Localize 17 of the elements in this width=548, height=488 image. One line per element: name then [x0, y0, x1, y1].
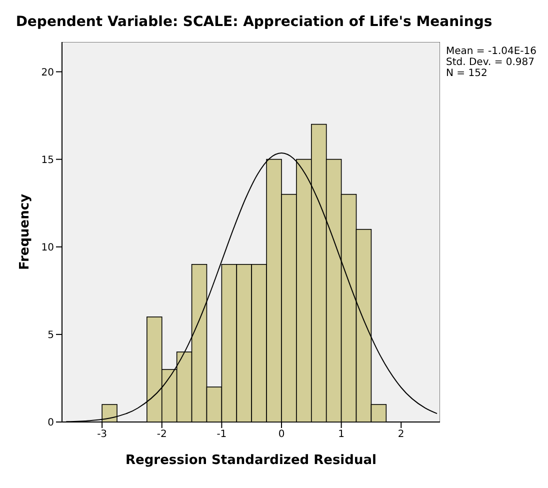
- x-tick-label: 2: [398, 429, 404, 440]
- text: Mean = -1.04E-16: [446, 46, 537, 57]
- text: Std. Dev. = 0.987: [446, 57, 536, 68]
- chart-title: Dependent Variable: SCALE: Appreciation of Life's Meanings: [14, 14, 494, 30]
- x-tick-label: -3: [97, 429, 108, 440]
- y-tick-label: 15: [41, 154, 54, 166]
- x-axis-title: Regression Standardized Residual: [126, 453, 376, 468]
- text: N = 152: [446, 68, 488, 79]
- x-tick-label: 1: [338, 429, 344, 440]
- x-tick-label: -1: [216, 429, 227, 440]
- x-tick-label: -2: [156, 429, 167, 440]
- y-tick-label: 0: [48, 418, 54, 429]
- y-tick-label: 5: [48, 330, 54, 341]
- x-tick-label: 0: [278, 429, 285, 440]
- y-tick-label: 20: [41, 67, 54, 78]
- y-tick-label: 10: [41, 242, 54, 254]
- y-axis-title: Frequency: [18, 193, 33, 270]
